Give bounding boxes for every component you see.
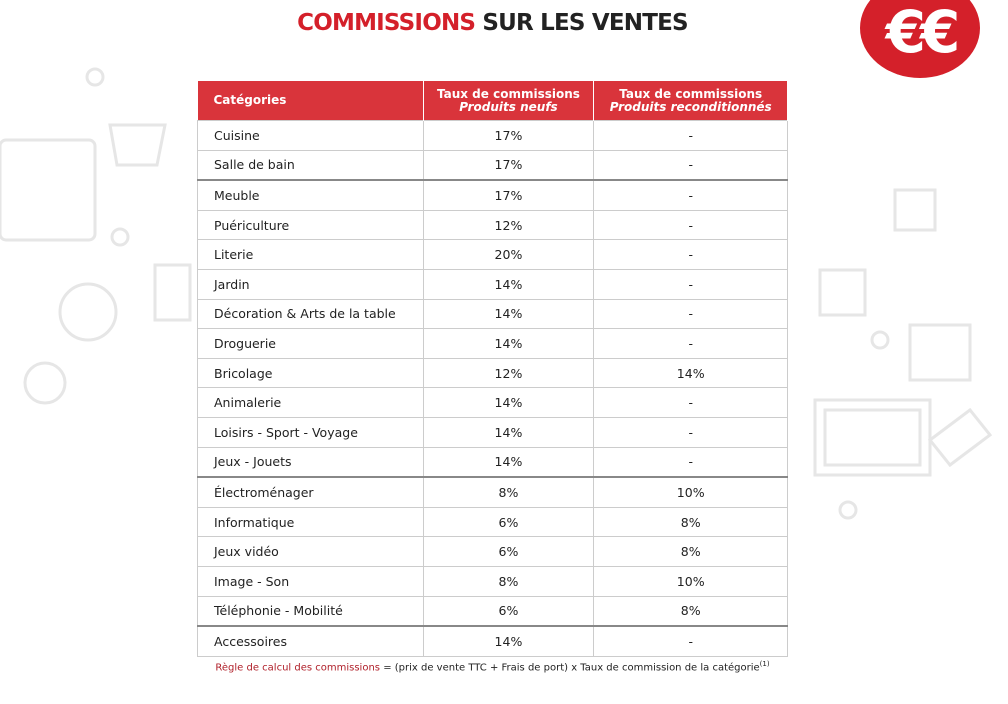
category-cell: Salle de bain [197,149,424,182]
category-cell: Cuisine [197,120,424,151]
header-line: Taux de commissions [619,86,763,101]
category-cell: Loisirs - Sport - Voyage [197,416,424,448]
rate-cell: 8% [422,565,595,597]
header-line: Catégories [213,93,287,107]
header-subline: Produits neufs [459,99,558,114]
footnote-label: Règle de calcul des commissions [215,662,381,674]
rate-cell: - [593,120,788,151]
category-cell: Literie [197,239,424,270]
rate-cell: - [593,179,788,211]
rate-cell: 12% [422,357,595,389]
rate-cell: - [593,209,788,241]
category-cell: Meuble [197,179,424,211]
footnote: Règle de calcul des commissions = (prix … [0,660,985,673]
rate-cell: 8% [593,595,788,628]
title: COMMISSIONS SUR LES VENTES [0,10,985,36]
category-cell: Image - Son [197,565,424,597]
rate-cell: - [593,328,788,359]
table-row: Informatique 6% 8% [197,506,788,538]
table-row: Décoration & Arts de la table 14% - [197,298,788,330]
rate-cell: 10% [593,476,788,508]
table-body: Cuisine 17% - Salle de bain 17% - Meuble 17% - Pu… [197,120,788,657]
table-row: Jeux - Jouets 14% - [197,446,788,479]
table-row: Jardin 14% - [197,268,788,300]
table-row: Cuisine 17% - [197,120,788,151]
column-header: Catégories [197,81,424,121]
logo: €€ [860,0,980,78]
rate-cell: 14% [422,625,595,657]
category-cell: Jardin [197,268,424,300]
table-row: Accessoires 14% - [197,625,788,657]
table-row: Jeux vidéo 6% 8% [197,536,788,567]
category-cell: Accessoires [197,625,424,657]
commission-table: Catégories Taux de commissions Produits ne… [197,81,788,657]
table-row: Meuble 17% - [197,179,788,211]
category-cell: Animalerie [197,387,424,418]
rate-cell: 10% [593,565,788,597]
rate-cell: 8% [593,506,788,538]
table-row: Électroménager 8% 10% [197,476,788,508]
category-cell: Informatique [197,506,424,538]
rate-cell: - [593,387,788,418]
header-row: Catégories Taux de commissions Produits ne… [197,81,788,121]
table-row: Puériculture 12% - [197,209,788,241]
table-row: Droguerie 14% - [197,328,788,359]
category-cell: Téléphonie - Mobilité [197,595,424,628]
rate-cell: 14% [422,298,595,330]
rate-cell: 8% [422,476,595,508]
table-row: Loisirs - Sport - Voyage 14% - [197,416,788,448]
column-header: Taux de commissions Produits reconditionn… [593,81,788,121]
table-row: Salle de bain 17% - [197,149,788,182]
footnote-ref: (1) [759,660,770,668]
rate-cell: 17% [422,149,595,182]
table-row: Téléphonie - Mobilité 6% 8% [197,595,788,628]
footnote-text: = (prix de vente TTC + Frais de port) x … [383,662,760,674]
rate-cell: 6% [422,536,595,567]
category-cell: Droguerie [197,328,424,359]
column-header: Taux de commissions Produits neufs [423,81,595,121]
rate-cell: - [593,625,788,657]
table-row: Literie 20% - [197,239,788,270]
category-cell: Jeux - Jouets [197,446,424,479]
table-row: Animalerie 14% - [197,387,788,418]
category-cell: Bricolage [197,357,424,389]
rate-cell: 14% [422,446,595,479]
category-cell: Décoration & Arts de la table [197,298,424,330]
title-rest: SUR LES VENTES [482,10,688,36]
rate-cell: 6% [422,595,595,628]
rate-cell: 20% [422,239,595,270]
rate-cell: - [593,268,788,300]
rate-cell: 14% [422,387,595,418]
rate-cell: - [593,239,788,270]
rate-cell: 14% [593,357,788,389]
rate-cell: 6% [422,506,595,538]
rate-cell: 17% [422,120,595,151]
rate-cell: 14% [422,328,595,359]
title-accent: COMMISSIONS [297,10,476,36]
rate-cell: - [593,149,788,182]
category-cell: Jeux vidéo [197,536,424,567]
category-cell: Électroménager [197,476,424,508]
header-subline: Produits reconditionnés [609,99,772,114]
rate-cell: 14% [422,416,595,448]
rate-cell: - [593,298,788,330]
table-row: Bricolage 12% 14% [197,357,788,389]
rate-cell: - [593,446,788,479]
rate-cell: 12% [422,209,595,241]
table-row: Image - Son 8% 10% [197,565,788,597]
rate-cell: - [593,416,788,448]
rate-cell: 8% [593,536,788,567]
rate-cell: 17% [422,179,595,211]
header-line: Taux de commissions [436,86,580,101]
category-cell: Puériculture [197,209,424,241]
rate-cell: 14% [422,268,595,300]
